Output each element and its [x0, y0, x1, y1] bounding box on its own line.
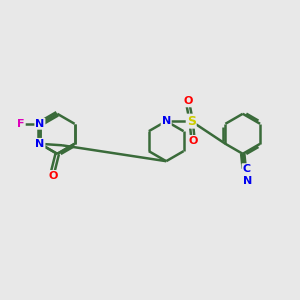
Text: N: N [162, 116, 171, 126]
Text: O: O [48, 171, 58, 181]
Text: S: S [187, 115, 196, 128]
Text: F: F [17, 119, 25, 129]
Text: O: O [188, 136, 197, 146]
Text: N: N [243, 176, 252, 186]
Text: O: O [184, 96, 193, 106]
Text: C: C [242, 164, 250, 174]
Text: N: N [35, 119, 44, 129]
Text: N: N [35, 139, 44, 149]
